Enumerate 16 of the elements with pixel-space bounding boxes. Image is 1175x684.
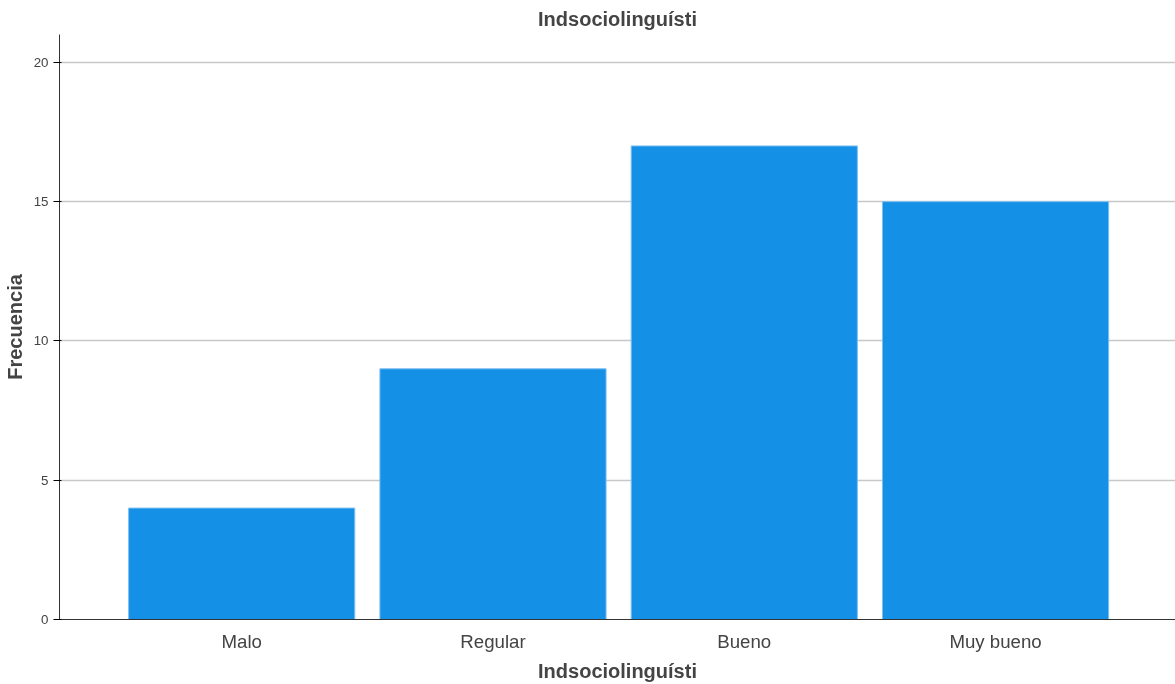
chart-title: Indsociolinguísti	[538, 7, 697, 30]
x-axis-title: Indsociolinguísti	[538, 659, 697, 682]
x-tick-label: Malo	[221, 630, 262, 652]
x-tick-label: Regular	[460, 630, 526, 652]
bar	[630, 145, 858, 620]
x-tick-label: Bueno	[717, 630, 772, 652]
bar	[379, 368, 607, 620]
bar	[881, 201, 1110, 620]
x-tick-label: Muy bueno	[949, 630, 1042, 652]
y-tick-label: 10	[33, 333, 49, 349]
y-tick-label: 20	[33, 54, 49, 70]
bar	[128, 507, 356, 620]
y-tick-label: 0	[41, 612, 49, 627]
y-tick-label: 15	[33, 194, 49, 210]
y-axis-title: Frecuencia	[3, 273, 26, 380]
y-tick-label: 5	[41, 472, 49, 488]
